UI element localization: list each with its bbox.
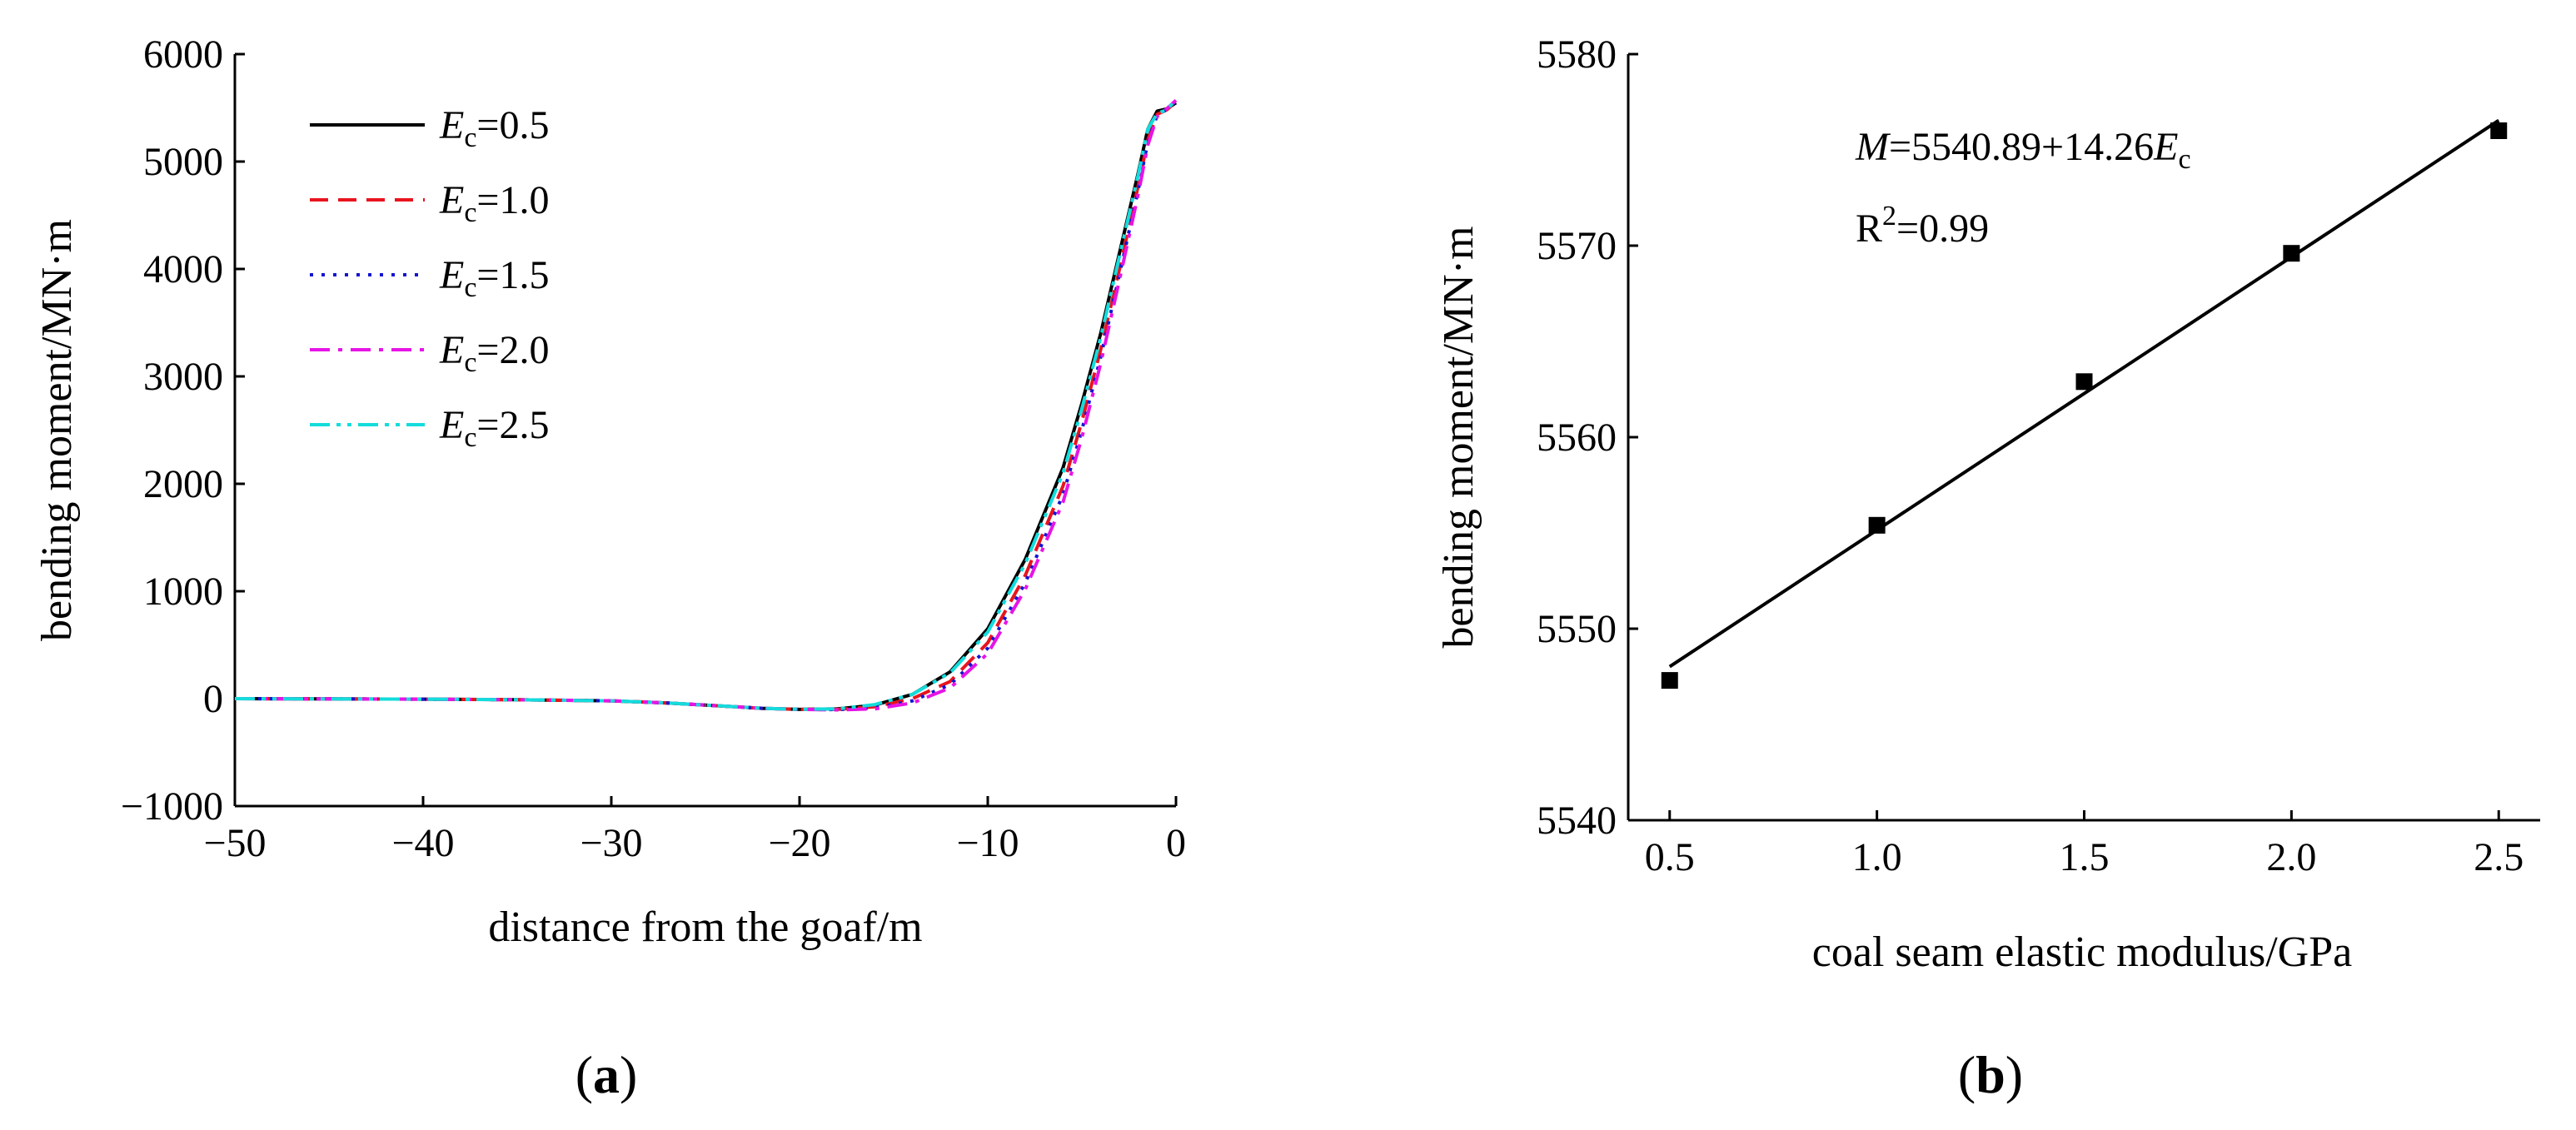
fit-line [1668,118,2500,669]
data-point-5 [2490,122,2508,139]
x-tick-label: 1.5 [2060,835,2110,879]
chart-panel-a: −1000 0 1000 2000 3000 4000 5000 6000 −50 −40 −30 −… [33,32,1186,1104]
legend-label-4: Ec=2.0 [439,328,550,378]
x-tick-label: −40 [391,821,454,865]
data-point-4 [2283,245,2300,262]
legend-label-2: Ec=1.0 [439,178,550,228]
x-axis-label: distance from the goaf/m [488,904,922,951]
fit-equation: M=5540.89+14.26Ec [1855,125,2191,175]
y-tick-label: 5570 [1537,224,1617,268]
y-tick-label: 6000 [143,32,223,77]
series-line-2 [234,100,1178,711]
y-tick-label: 5540 [1537,799,1617,843]
x-tick-label: 2.5 [2474,835,2524,879]
panel-label-a: (a) [575,1045,638,1104]
x-tick-label: 0 [1166,821,1186,865]
y-tick-label: −1000 [121,784,223,829]
series-line-5 [234,98,1178,711]
y-tick-label: 5550 [1537,607,1617,651]
series-line-1 [234,101,1178,711]
chart-panel-b: 5540 5550 5560 5570 5580 0.5 1.0 1.5 2.0 2.5 M=554… [1435,32,2540,1104]
series-line-4 [234,99,1178,712]
x-tick-label: −10 [956,821,1019,865]
y-tick-label: 3000 [143,355,223,399]
y-axis-label: bending moment/MN·m [1435,226,1482,649]
legend-label-3: Ec=1.5 [439,253,550,303]
data-point-2 [1868,516,1886,534]
y-tick-label: 5580 [1537,32,1617,77]
x-axis-label: coal seam elastic modulus/GPa [1812,928,2352,976]
legend-label-5: Ec=2.5 [439,403,550,453]
x-tick-label: −50 [203,821,266,865]
legend-label-1: Ec=0.5 [439,103,550,153]
x-tick-label: −20 [768,821,830,865]
x-tick-label: 1.0 [1852,835,1902,879]
panel-label-b: (b) [1958,1045,2023,1104]
x-tick-label: −30 [580,821,642,865]
x-tick-label: 0.5 [1645,835,1695,879]
x-tick-label: 2.0 [2266,835,2316,879]
y-tick-label: 5000 [143,140,223,184]
y-tick-label: 4000 [143,247,223,291]
y-tick-label: 2000 [143,462,223,506]
r-squared: R2=0.99 [1856,201,1989,251]
data-point-1 [1661,672,1678,689]
y-axis-label: bending moment/MN·m [33,219,81,641]
y-tick-label: 5560 [1537,416,1617,460]
y-tick-label: 1000 [143,570,223,614]
y-tick-label: 0 [203,677,223,721]
series-line-3 [234,99,1178,712]
data-point-3 [2075,373,2093,391]
